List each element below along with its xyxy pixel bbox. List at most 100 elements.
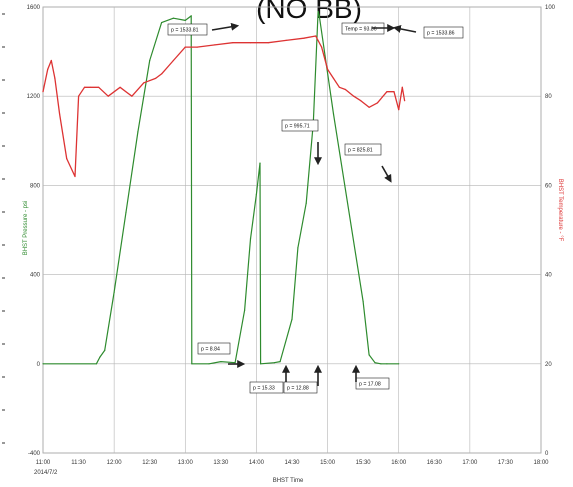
callout-label: p = 17.08	[359, 382, 381, 388]
series-point	[95, 363, 97, 365]
series-point	[220, 361, 222, 363]
series-point	[161, 22, 163, 24]
callout-box	[167, 23, 208, 36]
series-point	[273, 362, 275, 364]
callout-box	[344, 143, 382, 156]
series-point	[131, 95, 133, 97]
x-tick-label: 15:30	[356, 460, 372, 466]
chart-title: (NO BB)	[256, 0, 362, 24]
series-point	[137, 131, 139, 133]
x-tick-label: 13:30	[213, 460, 229, 466]
series-point	[380, 363, 382, 365]
x-tick-label: 11:00	[36, 460, 51, 466]
series-point	[368, 354, 370, 356]
callout-label: p = 8.84	[201, 347, 220, 353]
y2-tick-label: 80	[545, 94, 552, 100]
series-point	[113, 291, 115, 293]
series-point	[208, 363, 210, 365]
series-point	[360, 100, 362, 102]
callout-box	[281, 119, 319, 132]
callout-label: p = 995.71	[285, 124, 310, 130]
series-point	[297, 247, 299, 249]
series-point	[191, 363, 193, 365]
series-point	[184, 46, 186, 48]
y-tick-label: 800	[30, 183, 41, 189]
x-tick-label: 16:30	[427, 460, 443, 466]
series-point	[54, 77, 56, 79]
tick-labels: -400 0 400 800 1200 1600 0 20 40 60 80 100 11:00 11:3…	[27, 5, 556, 466]
x-tick-label: 12:00	[107, 460, 123, 466]
y-tick-label: 400	[30, 273, 41, 279]
series-point	[376, 102, 378, 104]
callout-label: Temp = 93.86	[345, 27, 377, 33]
pressure-line	[43, 10, 399, 365]
y2-tick-label: 40	[545, 273, 552, 279]
series-point	[42, 363, 44, 365]
series-point	[338, 86, 340, 88]
series-point	[279, 361, 281, 363]
series-point	[404, 100, 406, 102]
series-point	[59, 113, 61, 115]
x-tick-label: 17:00	[462, 460, 478, 466]
x-tick-label: 18:00	[533, 460, 549, 466]
series-point	[327, 68, 329, 70]
series-point	[161, 73, 163, 75]
series-point	[214, 44, 216, 46]
series-point	[255, 193, 257, 195]
series-point	[362, 300, 364, 302]
series-point	[190, 15, 192, 17]
y-tick-label: -400	[28, 451, 41, 457]
series-point	[50, 59, 52, 62]
callout-arrow	[211, 22, 240, 31]
series-point	[332, 77, 335, 79]
series-point	[232, 42, 234, 44]
x-date-label: 2014/7/2	[34, 470, 58, 476]
y2-tick-label: 100	[545, 5, 556, 11]
series-point	[386, 91, 388, 93]
callout-arrow	[392, 25, 417, 33]
y-tick-label: 1200	[27, 94, 41, 100]
series-point	[249, 42, 252, 44]
series-point	[172, 59, 174, 62]
callout-label: p = 1533.81	[171, 28, 199, 34]
x-tick-label: 14:00	[249, 460, 265, 466]
y-axis-label: BHST Pressure - psi	[23, 201, 29, 256]
x-axis-label: BHST Time	[273, 478, 304, 484]
series-point	[98, 86, 100, 88]
grid-lines	[2, 6, 542, 454]
series-point	[267, 42, 269, 44]
callout-box	[355, 377, 390, 390]
callout-label: p = 825.81	[348, 148, 373, 154]
series-point	[332, 113, 335, 115]
series-point	[374, 362, 376, 364]
series-point	[398, 363, 400, 365]
series-point	[107, 95, 109, 97]
callout-arrow	[381, 165, 392, 183]
series-point	[99, 356, 101, 358]
series-point	[303, 37, 305, 39]
series-point	[260, 363, 262, 365]
series-point	[66, 158, 68, 160]
series-point	[83, 86, 86, 88]
callout-box	[283, 381, 318, 394]
series-point	[78, 95, 80, 97]
x-tick-label: 15:00	[320, 460, 336, 466]
y2-tick-label: 60	[545, 183, 552, 189]
series-point	[344, 88, 346, 91]
series-point	[143, 82, 145, 84]
series-point	[196, 46, 198, 48]
series-point	[249, 238, 252, 240]
x-tick-label: 17:30	[498, 460, 514, 466]
series-point	[244, 309, 246, 311]
series-point	[155, 77, 157, 79]
series-point	[398, 109, 400, 111]
series-point	[149, 59, 151, 62]
series-point	[321, 46, 323, 48]
series-point	[353, 95, 355, 97]
series-point	[42, 91, 44, 93]
callout-box	[249, 381, 284, 394]
callout-box	[423, 26, 464, 39]
x-tick-label: 14:30	[284, 460, 300, 466]
